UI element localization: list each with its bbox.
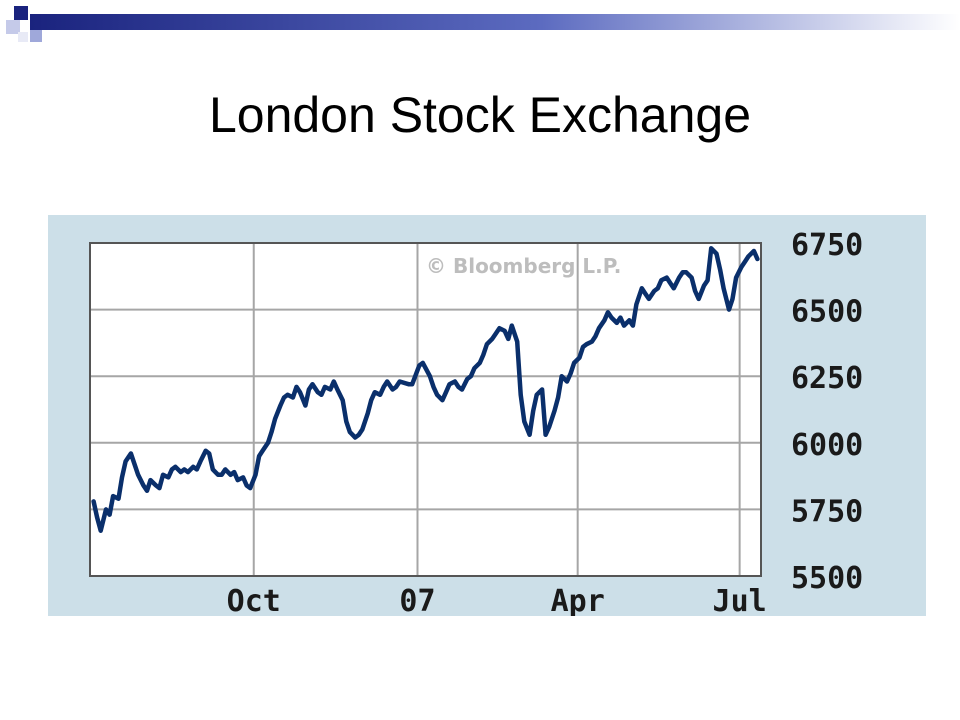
x-tick-label: 07: [399, 584, 435, 616]
y-tick-label: 6250: [791, 361, 863, 396]
y-tick-label: 5750: [791, 494, 863, 529]
y-axis-ticks: 6750 6500 6250 6000 5750 5500: [791, 228, 863, 596]
accent-square-outline: [18, 32, 28, 42]
x-tick-label: Jul: [713, 584, 767, 616]
series-line: [91, 246, 760, 533]
title-accent-blocks: [6, 6, 960, 42]
plot-frame: [89, 242, 762, 577]
x-tick-label: Apr: [551, 584, 605, 616]
x-axis-ticks: Oct 07 Apr Jul: [227, 584, 767, 616]
accent-square-mid: [30, 30, 42, 42]
y-tick-label: 6000: [791, 428, 863, 463]
y-tick-label: 5500: [791, 561, 863, 596]
accent-square-light: [6, 20, 20, 34]
plot-area: [90, 243, 761, 576]
y-tick-label: 6750: [791, 228, 863, 263]
stock-chart: © Bloomberg L.P. 6750 6500 6250 6000 5750 550…: [48, 215, 926, 616]
chart-svg: © Bloomberg L.P. 6750 6500 6250 6000 5750 550…: [48, 215, 926, 616]
x-tick-label: Oct: [227, 584, 281, 616]
watermark: © Bloomberg L.P.: [426, 254, 621, 278]
accent-square-dark: [14, 6, 28, 20]
slide-title: London Stock Exchange: [208, 87, 752, 143]
accent-bar: [30, 14, 960, 30]
y-tick-label: 6500: [791, 295, 863, 330]
